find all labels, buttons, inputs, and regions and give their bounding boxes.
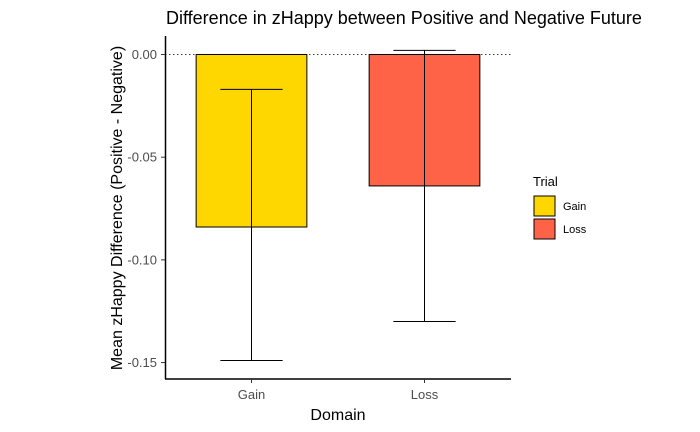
y-axis-title: Mean zHappy Difference (Positive - Negat… — [109, 46, 126, 370]
legend-key-gain — [533, 195, 556, 217]
y-tick-label: 0.00 — [132, 47, 157, 62]
x-tick-label: Loss — [411, 387, 439, 402]
y-tick-label: -0.05 — [127, 150, 157, 165]
chart-title: Difference in zHappy between Positive an… — [166, 8, 642, 28]
legend-title: Trial — [533, 174, 558, 189]
x-axis-title: Domain — [310, 407, 365, 424]
legend: Trial Gain Loss — [533, 174, 587, 240]
legend-label-gain: Gain — [563, 201, 586, 213]
x-tick-label: Gain — [238, 387, 265, 402]
y-tick-label: -0.10 — [127, 252, 157, 267]
legend-label-loss: Loss — [563, 224, 587, 236]
y-tick-label: -0.15 — [127, 355, 157, 370]
legend-key-loss — [533, 218, 556, 240]
